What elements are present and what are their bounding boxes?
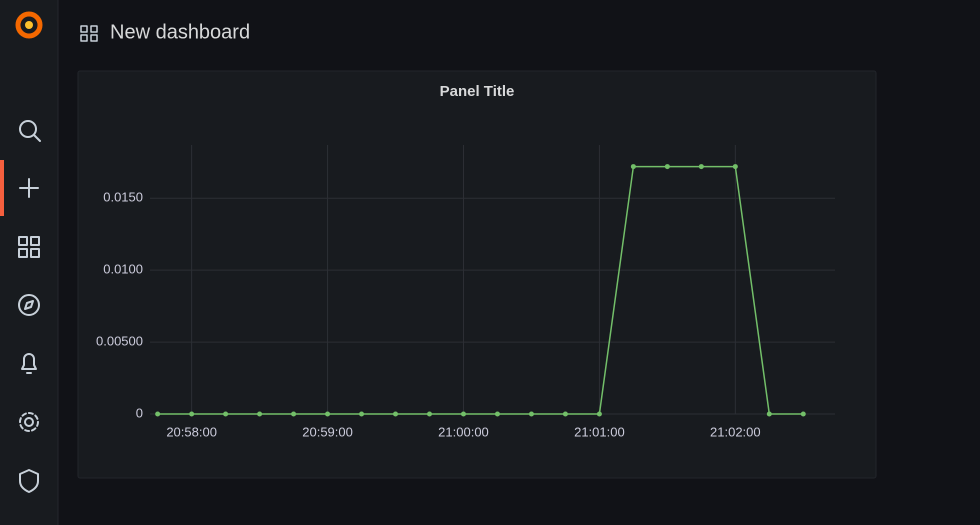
y-tick-label: 0.0150 — [103, 190, 143, 205]
dashboard-grid-icon — [80, 25, 98, 42]
explore-icon[interactable] — [18, 294, 40, 316]
alerting-icon[interactable] — [21, 353, 37, 374]
data-point — [562, 411, 568, 417]
data-point — [698, 164, 704, 170]
dashboard-title[interactable]: New dashboard — [110, 21, 250, 43]
data-point — [664, 164, 670, 170]
data-point — [732, 164, 738, 170]
data-point — [359, 411, 365, 417]
panel-title[interactable]: Panel Title — [440, 83, 515, 100]
data-point — [630, 164, 636, 170]
data-point — [393, 411, 399, 417]
data-point — [257, 411, 263, 417]
settings-icon[interactable] — [19, 412, 39, 432]
y-tick-label: 0.00500 — [96, 334, 143, 349]
grafana-logo[interactable] — [15, 11, 43, 39]
data-point — [325, 411, 331, 417]
data-point — [189, 411, 195, 417]
y-tick-label: 0.0100 — [103, 262, 143, 277]
shield-icon[interactable] — [19, 469, 39, 493]
data-point — [223, 411, 229, 417]
active-indicator — [0, 160, 4, 216]
panel — [77, 70, 877, 479]
dashboards-icon[interactable] — [18, 236, 40, 258]
data-point — [494, 411, 500, 417]
data-point — [800, 411, 806, 417]
x-tick-label: 21:01:00 — [574, 424, 625, 439]
data-point — [155, 411, 161, 417]
data-point — [766, 411, 772, 417]
data-point — [291, 411, 297, 417]
plot: 0 0.00500 0.0100 0.0150 20:58:00 20:59:00 21:0… — [96, 145, 835, 439]
series-line — [157, 165, 804, 415]
data-point — [596, 411, 602, 417]
x-tick-label: 20:59:00 — [302, 424, 353, 439]
data-point — [460, 411, 466, 417]
data-point — [528, 411, 534, 417]
y-tick-label: 0 — [136, 405, 143, 420]
create-icon[interactable] — [19, 178, 39, 198]
x-tick-label: 21:00:00 — [438, 424, 489, 439]
data-point — [426, 411, 432, 417]
search-icon[interactable] — [19, 120, 41, 142]
x-tick-label: 21:02:00 — [710, 424, 761, 439]
x-tick-label: 20:58:00 — [166, 424, 217, 439]
sidebar — [0, 0, 58, 525]
